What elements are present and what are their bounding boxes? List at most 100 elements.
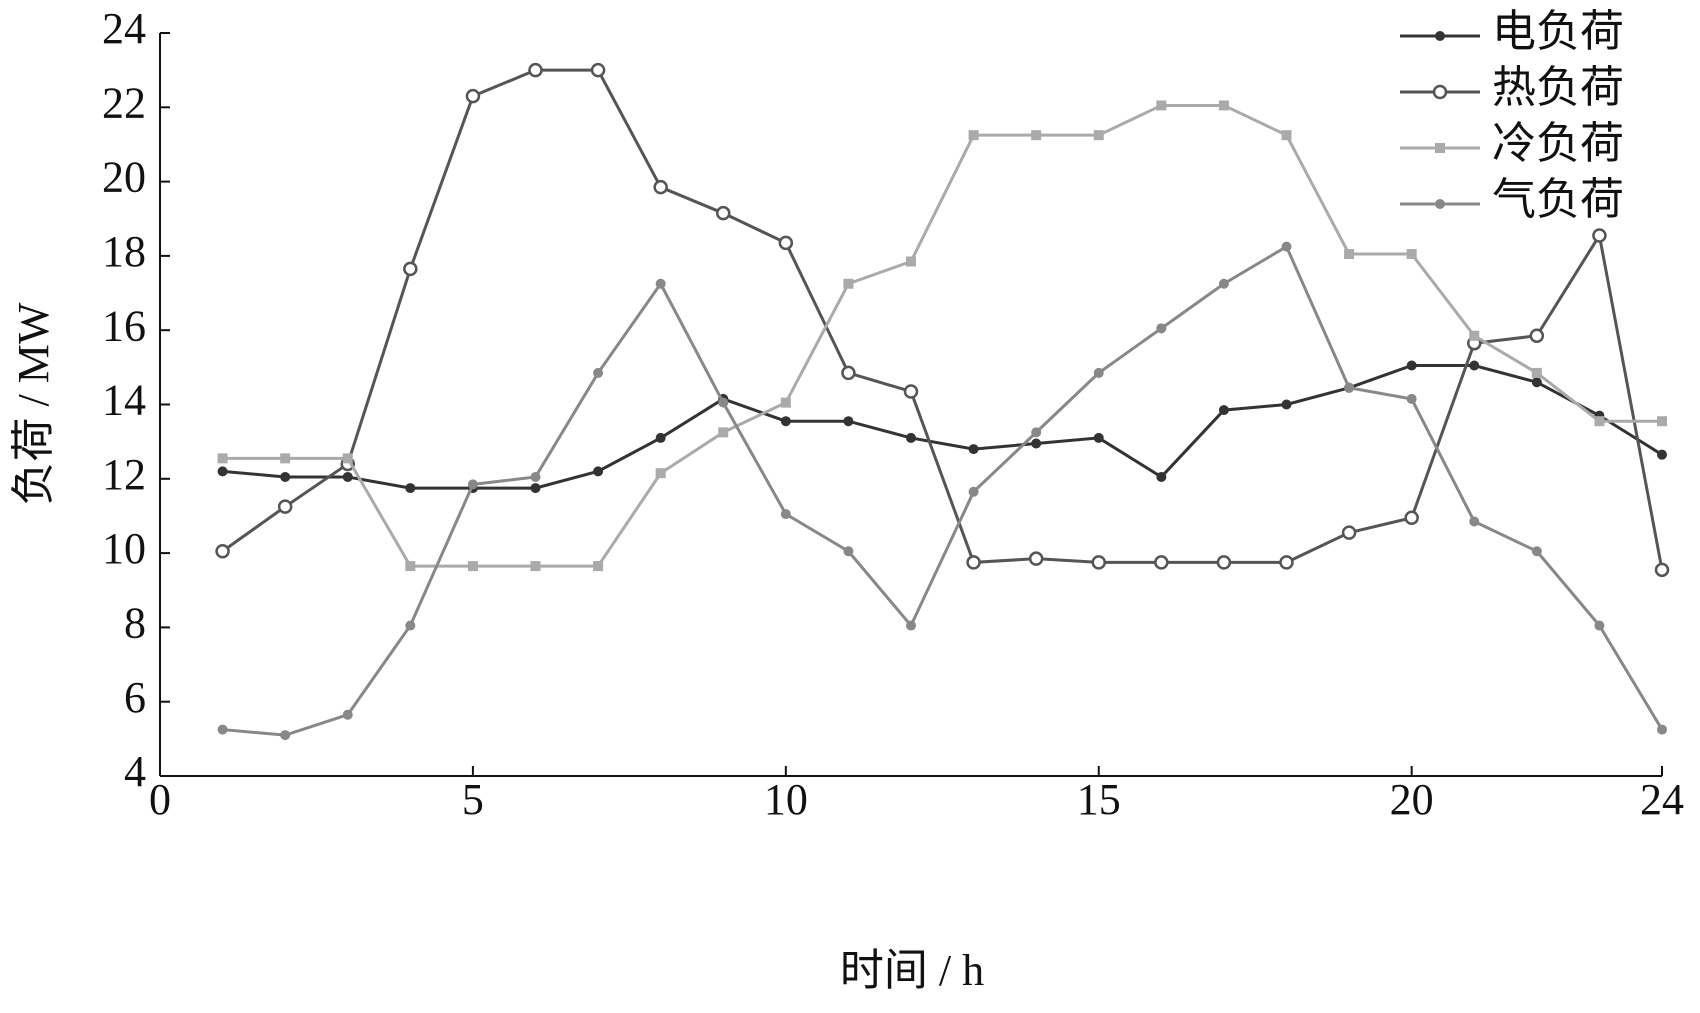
- legend-marker: [1435, 143, 1445, 153]
- data-point: [843, 416, 854, 427]
- data-point: [843, 278, 854, 289]
- data-point: [217, 724, 228, 735]
- data-point: [1531, 377, 1542, 388]
- data-point: [968, 130, 979, 141]
- x-tick-label: 10: [764, 775, 808, 824]
- y-tick-label: 14: [102, 376, 146, 425]
- data-point: [405, 483, 416, 494]
- data-point: [280, 453, 291, 464]
- data-point: [217, 453, 228, 464]
- data-point: [655, 432, 666, 443]
- data-point: [1091, 555, 1106, 570]
- series-line: [222, 363, 1663, 490]
- data-point: [215, 543, 230, 559]
- data-point: [778, 235, 794, 251]
- data-point: [906, 620, 916, 631]
- x-tick-label: 24: [1640, 775, 1684, 824]
- data-point: [280, 471, 291, 482]
- data-point: [780, 509, 791, 520]
- data-point: [405, 620, 416, 631]
- data-point: [1341, 525, 1357, 540]
- legend-label: 冷负荷: [1492, 119, 1624, 168]
- x-tick-label: 5: [462, 775, 484, 824]
- data-point: [1218, 405, 1229, 416]
- legend-marker: [1432, 84, 1448, 100]
- data-point: [718, 427, 729, 438]
- data-point: [906, 256, 916, 267]
- data-point: [903, 384, 919, 399]
- data-point: [1594, 620, 1605, 631]
- y-tick-label: 10: [102, 524, 146, 573]
- data-point: [841, 365, 856, 381]
- data-point: [968, 444, 979, 455]
- data-point: [1657, 416, 1667, 427]
- data-point: [1406, 360, 1417, 371]
- data-point: [1531, 546, 1542, 557]
- data-point: [1406, 393, 1417, 404]
- data-point: [1654, 562, 1670, 578]
- legend-label: 气负荷: [1492, 175, 1624, 224]
- data-point: [530, 471, 541, 482]
- legend-label: 热负荷: [1492, 63, 1624, 112]
- data-point: [968, 486, 979, 497]
- data-point: [1531, 367, 1542, 378]
- data-point: [1344, 382, 1355, 393]
- series-line: [222, 103, 1662, 568]
- y-tick-label: 20: [102, 153, 146, 202]
- data-point: [342, 453, 353, 464]
- data-point: [590, 62, 606, 78]
- data-point: [1218, 278, 1229, 289]
- data-point: [1218, 100, 1229, 111]
- data-point: [1279, 555, 1294, 570]
- data-point: [528, 62, 543, 78]
- data-point: [1281, 399, 1292, 410]
- data-point: [593, 561, 604, 572]
- data-point: [1469, 330, 1480, 341]
- data-point: [718, 397, 729, 408]
- data-point: [716, 205, 731, 221]
- x-axis-label: 时间 / h: [840, 946, 984, 995]
- data-point: [593, 367, 604, 378]
- legend-marker: [1435, 199, 1445, 209]
- data-point: [1093, 367, 1104, 378]
- data-point: [1028, 551, 1044, 566]
- data-point: [1031, 438, 1042, 449]
- data-point: [403, 261, 418, 277]
- data-point: [1093, 432, 1104, 443]
- data-point: [465, 88, 481, 104]
- data-point: [1529, 328, 1545, 344]
- y-tick-label: 12: [102, 450, 146, 499]
- data-point: [342, 709, 353, 720]
- data-point: [1404, 510, 1419, 526]
- legend-label: 电负荷: [1492, 7, 1624, 56]
- data-point: [906, 432, 916, 443]
- data-point: [530, 561, 541, 572]
- data-point: [1216, 555, 1232, 570]
- data-point: [780, 416, 791, 427]
- y-tick-label: 8: [124, 598, 146, 647]
- data-point: [593, 466, 604, 477]
- data-point: [1281, 241, 1292, 252]
- data-point: [1594, 416, 1605, 427]
- data-point: [1156, 100, 1167, 111]
- data-point: [467, 561, 478, 572]
- data-point: [342, 471, 353, 482]
- y-tick-label: 4: [124, 747, 146, 796]
- data-point: [1469, 360, 1480, 371]
- data-point: [405, 561, 416, 572]
- data-point: [655, 278, 666, 289]
- data-point: [1657, 449, 1667, 460]
- data-point: [1156, 471, 1167, 482]
- data-point: [1156, 323, 1167, 334]
- y-tick-label: 18: [102, 227, 146, 276]
- y-tick-label: 6: [124, 673, 146, 722]
- legend-marker: [1435, 31, 1445, 41]
- x-tick-label: 20: [1390, 775, 1434, 824]
- data-point: [1093, 130, 1104, 141]
- data-point: [1281, 130, 1292, 141]
- data-point: [1469, 516, 1480, 527]
- data-point: [1031, 427, 1042, 438]
- data-point: [1592, 228, 1607, 243]
